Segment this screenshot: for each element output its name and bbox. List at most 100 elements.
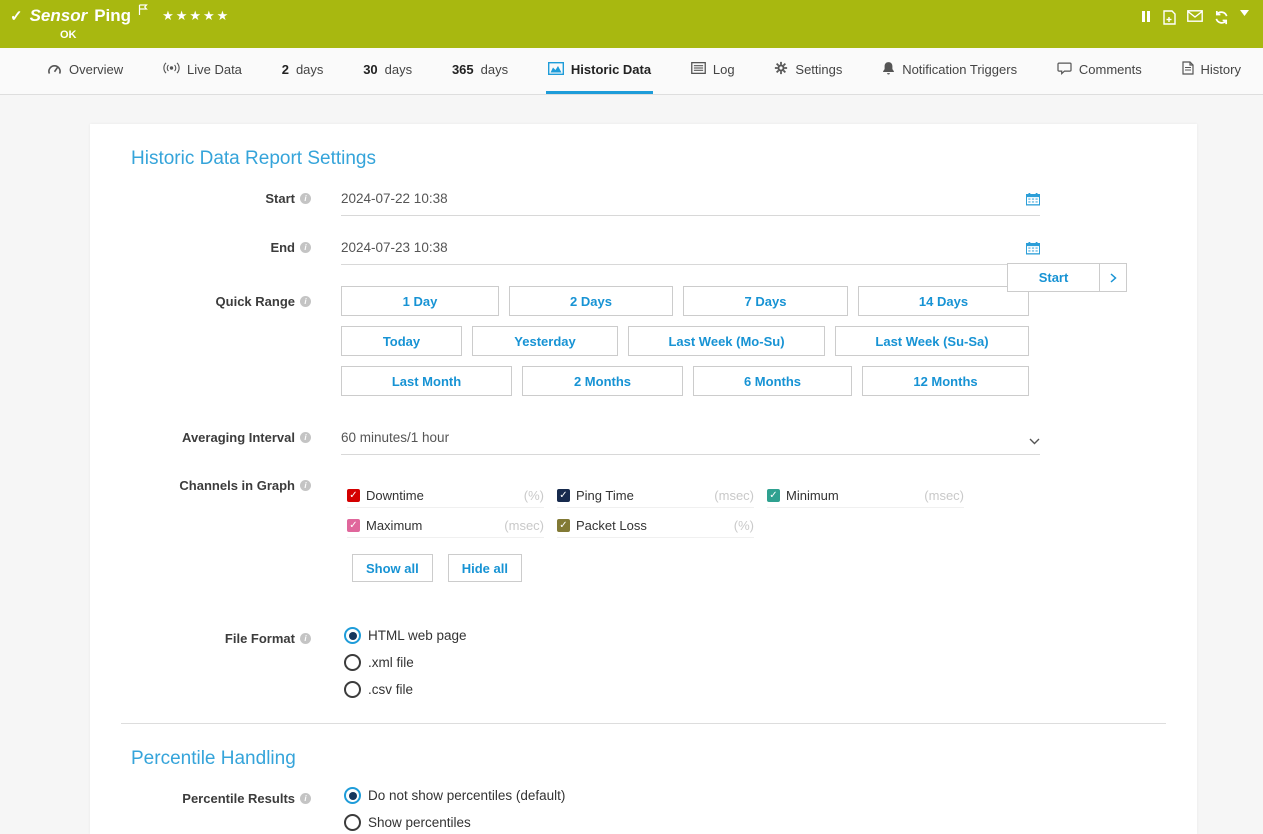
file-format-label-cell: File Format i bbox=[90, 627, 341, 646]
radio-no-percentiles[interactable] bbox=[344, 787, 361, 804]
tab-history[interactable]: History bbox=[1180, 48, 1243, 94]
quick-range-button[interactable]: Yesterday bbox=[472, 326, 618, 356]
pause-icon[interactable] bbox=[1141, 10, 1151, 23]
tab-log[interactable]: Log bbox=[689, 48, 737, 94]
calendar-icon[interactable] bbox=[1026, 193, 1040, 209]
form-row-averaging: Averaging Interval i 60 minutes/1 hour bbox=[90, 426, 1197, 455]
form-row-start: Start i 2024-07-22 10:38 bbox=[90, 187, 1197, 216]
form-row-quick-range: Quick Range i 1 Day 2 Days 7 Days 14 Day… bbox=[90, 286, 1197, 396]
averaging-interval-select[interactable]: 60 minutes/1 hour bbox=[341, 426, 1040, 455]
refresh-icon[interactable] bbox=[1214, 10, 1229, 25]
calendar-icon[interactable] bbox=[1026, 242, 1040, 258]
quick-range-button[interactable]: 14 Days bbox=[858, 286, 1029, 316]
quick-range-button[interactable]: 6 Months bbox=[693, 366, 852, 396]
percentile-option: Do not show percentiles (default) bbox=[344, 787, 1040, 804]
channels-label-cell: Channels in Graph i bbox=[90, 478, 341, 493]
tab-label: Log bbox=[712, 62, 735, 77]
channel-item: ✓ Ping Time (msec) bbox=[557, 488, 754, 508]
report-icon[interactable] bbox=[1162, 10, 1176, 25]
start-date-input[interactable]: 2024-07-22 10:38 bbox=[341, 187, 1040, 216]
info-icon[interactable]: i bbox=[300, 633, 311, 644]
tab-comments[interactable]: Comments bbox=[1055, 48, 1144, 94]
info-icon[interactable]: i bbox=[300, 793, 311, 804]
start-label-cell: Start i bbox=[90, 187, 341, 206]
channels-grid: ✓ Downtime (%) ✓ Ping Time (msec) ✓ Mini… bbox=[347, 488, 1040, 538]
radio-html-web-page[interactable] bbox=[344, 627, 361, 644]
comment-icon bbox=[1057, 62, 1072, 78]
quick-range-button[interactable]: 7 Days bbox=[683, 286, 848, 316]
form-row-percentile-results: Percentile Results i Do not show percent… bbox=[90, 787, 1197, 834]
email-icon[interactable] bbox=[1187, 10, 1203, 22]
quick-range-button[interactable]: 2 Months bbox=[522, 366, 683, 396]
channel-checkbox[interactable]: ✓ bbox=[347, 519, 360, 532]
form-row-channels: Channels in Graph i ✓ Downtime (%) ✓ Pin… bbox=[90, 478, 1197, 582]
gear-icon bbox=[774, 61, 788, 78]
radio-label: HTML web page bbox=[368, 628, 467, 643]
header-menu-caret-icon[interactable] bbox=[1240, 10, 1249, 16]
channel-checkbox[interactable]: ✓ bbox=[557, 519, 570, 532]
tab-overview[interactable]: Overview bbox=[45, 48, 125, 94]
tab-30-days[interactable]: 30 days bbox=[361, 48, 414, 94]
show-all-button[interactable]: Show all bbox=[352, 554, 433, 582]
tab-label: days bbox=[480, 62, 509, 77]
percentile-option: Show percentiles bbox=[344, 814, 1040, 831]
sensor-name: Ping bbox=[94, 6, 132, 25]
averaging-interval-label: Averaging Interval bbox=[182, 430, 295, 445]
channels-in-graph-label: Channels in Graph bbox=[179, 478, 295, 493]
quick-range-button[interactable]: 12 Months bbox=[862, 366, 1029, 396]
quick-range-button[interactable]: Last Week (Mo-Su) bbox=[628, 326, 825, 356]
info-icon[interactable]: i bbox=[300, 432, 311, 443]
tab-2-days[interactable]: 2 days bbox=[280, 48, 326, 94]
status-ok-icon: ✓ bbox=[10, 8, 23, 25]
channel-name: Ping Time bbox=[576, 488, 634, 503]
radio-csv-file[interactable] bbox=[344, 681, 361, 698]
end-date-input[interactable]: 2024-07-23 10:38 bbox=[341, 236, 1040, 265]
end-label: End bbox=[270, 240, 295, 255]
chevron-right-button[interactable] bbox=[1099, 263, 1127, 292]
history-icon bbox=[1181, 61, 1194, 78]
channel-name: Packet Loss bbox=[576, 518, 647, 533]
end-label-cell: End i bbox=[90, 236, 341, 255]
sensor-tabbar: Overview Live Data 2 days 30 days 365 da… bbox=[0, 48, 1263, 95]
channel-item: ✓ Packet Loss (%) bbox=[557, 518, 754, 538]
start-report-button[interactable]: Start bbox=[1007, 263, 1100, 292]
tab-historic-data[interactable]: Historic Data bbox=[545, 48, 654, 94]
tab-number: 2 bbox=[281, 62, 289, 77]
info-icon[interactable]: i bbox=[300, 193, 311, 204]
log-icon bbox=[691, 61, 706, 77]
quick-range-row-3: Last Month 2 Months 6 Months 12 Months bbox=[341, 366, 1040, 396]
quick-range-button[interactable]: 2 Days bbox=[509, 286, 673, 316]
percentile-results-label-cell: Percentile Results i bbox=[90, 787, 341, 806]
hide-all-button[interactable]: Hide all bbox=[447, 554, 522, 582]
radio-xml-file[interactable] bbox=[344, 654, 361, 671]
quick-range-button[interactable]: 1 Day bbox=[341, 286, 499, 316]
quick-range-row-2: Today Yesterday Last Week (Mo-Su) Last W… bbox=[341, 326, 1040, 356]
priority-stars[interactable]: ★★★★★ bbox=[162, 8, 231, 23]
tab-label: Settings bbox=[795, 62, 843, 77]
channel-checkbox[interactable]: ✓ bbox=[347, 489, 360, 502]
quick-range-button[interactable]: Today bbox=[341, 326, 462, 356]
settings-panel: Historic Data Report Settings Start i 20… bbox=[90, 124, 1197, 834]
chevron-down-icon bbox=[1029, 433, 1040, 448]
file-format-option: .csv file bbox=[344, 681, 1040, 698]
channel-checkbox[interactable]: ✓ bbox=[557, 489, 570, 502]
tab-settings[interactable]: Settings bbox=[772, 48, 844, 94]
quick-range-button[interactable]: Last Week (Su-Sa) bbox=[835, 326, 1029, 356]
channel-checkbox[interactable]: ✓ bbox=[767, 489, 780, 502]
tab-live-data[interactable]: Live Data bbox=[161, 48, 244, 94]
quick-range-label-cell: Quick Range i bbox=[90, 286, 341, 309]
chart-icon bbox=[547, 61, 564, 78]
section-title-percentile: Percentile Handling bbox=[131, 748, 296, 769]
info-icon[interactable]: i bbox=[300, 296, 311, 307]
info-icon[interactable]: i bbox=[300, 480, 311, 491]
tab-label: Live Data bbox=[186, 62, 242, 77]
info-icon[interactable]: i bbox=[300, 242, 311, 253]
quick-range-button[interactable]: Last Month bbox=[341, 366, 512, 396]
flag-icon[interactable] bbox=[138, 3, 149, 21]
radio-show-percentiles[interactable] bbox=[344, 814, 361, 831]
header-actions bbox=[1141, 6, 1249, 48]
radio-label: Do not show percentiles (default) bbox=[368, 788, 566, 803]
quick-range-label: Quick Range bbox=[215, 294, 295, 309]
tab-365-days[interactable]: 365 days bbox=[450, 48, 510, 94]
tab-notification-triggers[interactable]: Notification Triggers bbox=[880, 48, 1019, 94]
